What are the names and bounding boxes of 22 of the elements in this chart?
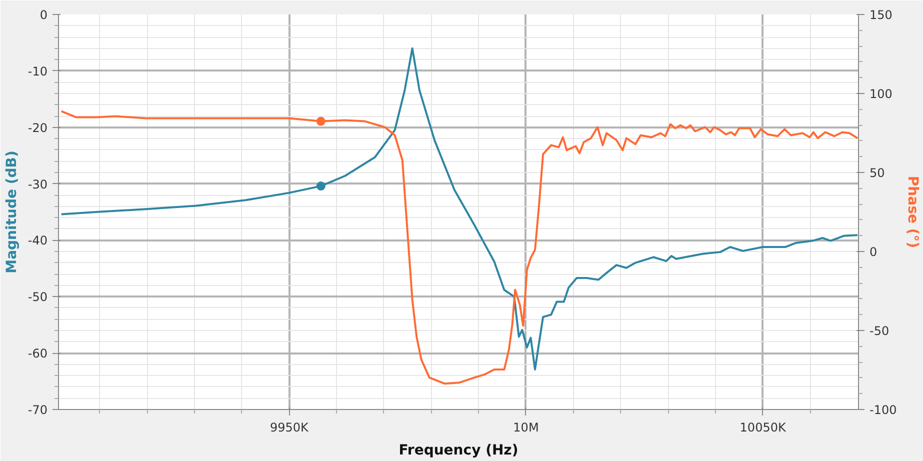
y-tick-label: -60 xyxy=(28,346,48,361)
y2-tick-label: 150 xyxy=(870,8,892,22)
y2-tick-label: 0 xyxy=(870,245,878,259)
x-tick-label: 10M xyxy=(513,420,539,434)
y-tick-label: 0 xyxy=(40,8,48,22)
y-tick-label: -20 xyxy=(28,120,48,135)
y2-tick-label: -100 xyxy=(870,403,897,417)
y2-tick-label: -50 xyxy=(870,324,890,338)
line-series xyxy=(60,110,858,385)
y-axis-title: Magnitude (dB) xyxy=(4,150,20,274)
y2-tick-label: 50 xyxy=(870,166,885,180)
y-tick-label: -50 xyxy=(28,290,48,304)
y-tick-label: -30 xyxy=(28,177,48,192)
line-series xyxy=(60,47,858,370)
x-tick-label: 10050K xyxy=(740,420,787,434)
y-tick-label: -70 xyxy=(28,403,48,417)
x-tick-label: 9950K xyxy=(270,420,310,434)
y-tick-label: -40 xyxy=(28,234,48,248)
y2-tick-label: 100 xyxy=(870,87,892,101)
y2-axis-title: Phase (°) xyxy=(904,176,921,248)
x-axis-title: Frequency (Hz) xyxy=(398,442,518,458)
y-tick-label: -10 xyxy=(28,64,48,78)
